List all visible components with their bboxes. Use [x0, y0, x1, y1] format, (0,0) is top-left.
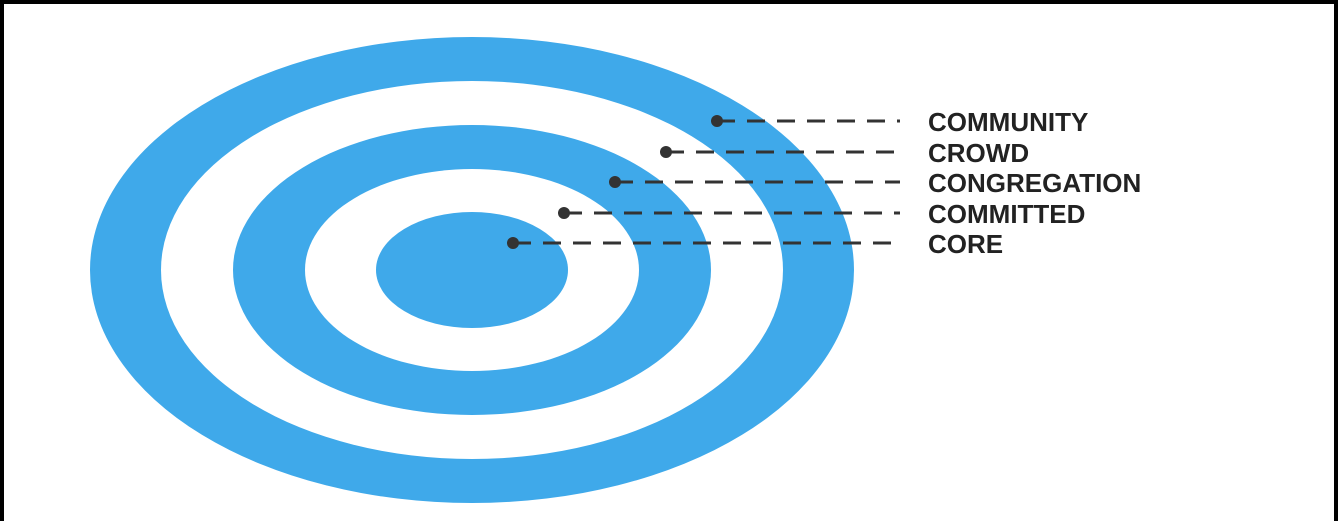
layer-label-committed: COMMITTED: [928, 199, 1085, 229]
layer-pointer-congregation: CONGREGATION: [609, 168, 1141, 198]
layer-pointer-core: CORE: [507, 229, 1003, 259]
layer-label-community: COMMUNITY: [928, 107, 1088, 137]
concentric-rings: [90, 37, 854, 503]
pointer-dot: [711, 115, 723, 127]
layer-pointer-crowd: CROWD: [660, 138, 1029, 168]
layer-label-congregation: CONGREGATION: [928, 168, 1141, 198]
layer-pointer-community: COMMUNITY: [711, 107, 1088, 137]
layer-label-core: CORE: [928, 229, 1003, 259]
pointer-dot: [507, 237, 519, 249]
pointer-dot: [609, 176, 621, 188]
core-circle: [376, 212, 568, 328]
pointer-dot: [660, 146, 672, 158]
pointer-dot: [558, 207, 570, 219]
layer-label-crowd: CROWD: [928, 138, 1029, 168]
layer-pointer-committed: COMMITTED: [558, 199, 1085, 229]
